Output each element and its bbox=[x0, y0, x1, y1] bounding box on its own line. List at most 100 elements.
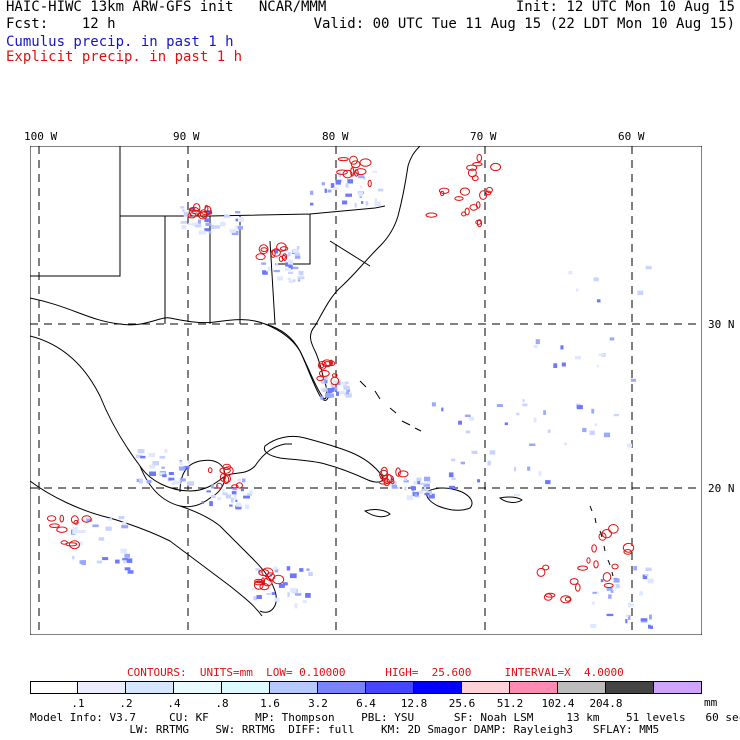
colorbar-swatch bbox=[78, 681, 126, 694]
cumulus-precip-cell bbox=[642, 574, 648, 580]
cumulus-precip-cell bbox=[336, 391, 339, 396]
explicit-precip-contour bbox=[255, 253, 266, 261]
cumulus-precip-cell bbox=[187, 223, 195, 226]
cumulus-precip-cell bbox=[213, 225, 221, 229]
cumulus-precip-cell bbox=[564, 442, 568, 446]
cumulus-precip-cell bbox=[161, 466, 165, 469]
explicit-precip-contour bbox=[204, 204, 209, 213]
cumulus-precip-cell bbox=[282, 582, 288, 586]
explicit-precip-contour bbox=[560, 595, 572, 604]
cumulus-precip-cell bbox=[639, 591, 643, 596]
explicit-precip-contour bbox=[350, 160, 361, 169]
cumulus-precip-cell bbox=[329, 388, 335, 392]
cumulus-precip-cell bbox=[600, 579, 604, 583]
cumulus-precip-cell bbox=[81, 560, 86, 566]
colorbar-swatch bbox=[126, 681, 174, 694]
cumulus-precip-cell bbox=[211, 484, 214, 489]
cumulus-precip-cell bbox=[107, 518, 112, 521]
cumulus-precip-cell bbox=[628, 615, 631, 620]
cumulus-precip-cell bbox=[242, 478, 246, 483]
cumulus-precip-cell bbox=[308, 572, 313, 576]
explicit-precip-contour bbox=[261, 567, 274, 578]
cumulus-precip-cell bbox=[471, 450, 478, 454]
colorbar-level-label: 102.4 bbox=[541, 697, 575, 710]
cumulus-precip-cell bbox=[235, 499, 238, 502]
cumulus-precip-cell bbox=[451, 458, 456, 462]
explicit-precip-contour bbox=[440, 190, 445, 197]
cumulus-precip-cell bbox=[294, 603, 298, 609]
cumulus-precip-cell bbox=[421, 489, 428, 492]
cumulus-precip-cell bbox=[198, 230, 206, 235]
explicit-precip-contour bbox=[591, 544, 597, 553]
explicit-precip-contour bbox=[231, 484, 239, 489]
cumulus-precip-cell bbox=[271, 592, 275, 595]
colorbar-unit: mm bbox=[704, 696, 718, 709]
cumulus-precip-cell bbox=[237, 226, 243, 230]
cumulus-precip-cell bbox=[302, 600, 307, 604]
explicit-precip-contour bbox=[207, 467, 213, 474]
cumulus-precip-cell bbox=[86, 518, 93, 522]
cumulus-precip-cell bbox=[268, 581, 272, 584]
explicit-precip-contour bbox=[278, 255, 284, 262]
cumulus-precip-cell bbox=[645, 567, 652, 571]
cumulus-precip-cell bbox=[274, 569, 279, 573]
colorbar-level-label: 25.6 bbox=[448, 697, 476, 710]
cumulus-precip-cell bbox=[424, 476, 431, 482]
cumulus-precip-cell bbox=[121, 521, 127, 526]
cumulus-precip-cell bbox=[79, 529, 86, 534]
explicit-precip-contour bbox=[469, 204, 479, 211]
cumulus-precip-cell bbox=[648, 624, 651, 629]
cumulus-precip-cell bbox=[576, 405, 583, 410]
explicit-precip-contour bbox=[395, 467, 401, 477]
cumulus-precip-cell bbox=[343, 385, 350, 390]
cumulus-precip-cell bbox=[338, 390, 346, 395]
cumulus-precip-cell bbox=[310, 202, 314, 206]
cumulus-precip-cell bbox=[102, 557, 109, 561]
colorbar-swatch bbox=[318, 681, 366, 694]
cumulus-precip-cell bbox=[428, 493, 435, 499]
cumulus-precip-cell bbox=[158, 472, 166, 476]
cumulus-precip-cell bbox=[292, 249, 299, 254]
cumulus-precip-cell bbox=[305, 593, 311, 598]
cumulus-precip-cell bbox=[72, 555, 75, 560]
cumulus-precip-cell bbox=[122, 558, 128, 561]
explicit-precip-contour bbox=[281, 254, 286, 260]
explicit-precip-contour bbox=[608, 524, 619, 534]
cumulus-precip-cell bbox=[310, 190, 314, 195]
cumulus-precip-cell bbox=[258, 570, 263, 573]
cumulus-precip-cell bbox=[92, 524, 99, 528]
cumulus-precip-cell bbox=[576, 288, 579, 292]
cumulus-precip-cell bbox=[123, 559, 126, 564]
cumulus-precip-cell bbox=[477, 479, 481, 483]
legend-cumulus: Cumulus precip. in past 1 h bbox=[6, 34, 234, 50]
cumulus-precip-cell bbox=[120, 548, 128, 554]
colorbar-swatch bbox=[558, 681, 606, 694]
cumulus-precip-cell bbox=[416, 495, 420, 498]
cumulus-precip-cell bbox=[277, 276, 283, 281]
cumulus-precip-cell bbox=[204, 228, 210, 232]
cumulus-precip-cell bbox=[343, 382, 347, 388]
explicit-precip-contour bbox=[622, 542, 635, 553]
cumulus-precip-cell bbox=[274, 597, 280, 602]
cumulus-precip-cell bbox=[267, 266, 271, 272]
cumulus-precip-cell bbox=[346, 388, 351, 392]
explicit-precip-contour bbox=[69, 540, 80, 550]
cumulus-precip-cell bbox=[345, 381, 349, 384]
cumulus-precip-cell bbox=[152, 461, 159, 466]
cumulus-precip-cell bbox=[235, 218, 239, 222]
explicit-precip-contour bbox=[260, 247, 268, 252]
cumulus-precip-cell bbox=[543, 410, 546, 415]
cumulus-precip-cell bbox=[180, 206, 185, 209]
cumulus-precip-cell bbox=[413, 480, 418, 485]
cumulus-precip-cell bbox=[640, 618, 648, 622]
cumulus-precip-cell bbox=[192, 222, 196, 227]
explicit-precip-contour bbox=[253, 580, 264, 590]
colorbar-level-label: 12.8 bbox=[400, 697, 428, 710]
colorbar-swatch bbox=[654, 681, 702, 694]
cumulus-precip bbox=[71, 170, 654, 629]
cumulus-precip-cell bbox=[589, 430, 595, 435]
cumulus-precip-cell bbox=[222, 492, 228, 495]
cumulus-precip-cell bbox=[262, 271, 268, 275]
cumulus-precip-cell bbox=[448, 472, 454, 478]
colorbar-swatch bbox=[30, 681, 78, 694]
